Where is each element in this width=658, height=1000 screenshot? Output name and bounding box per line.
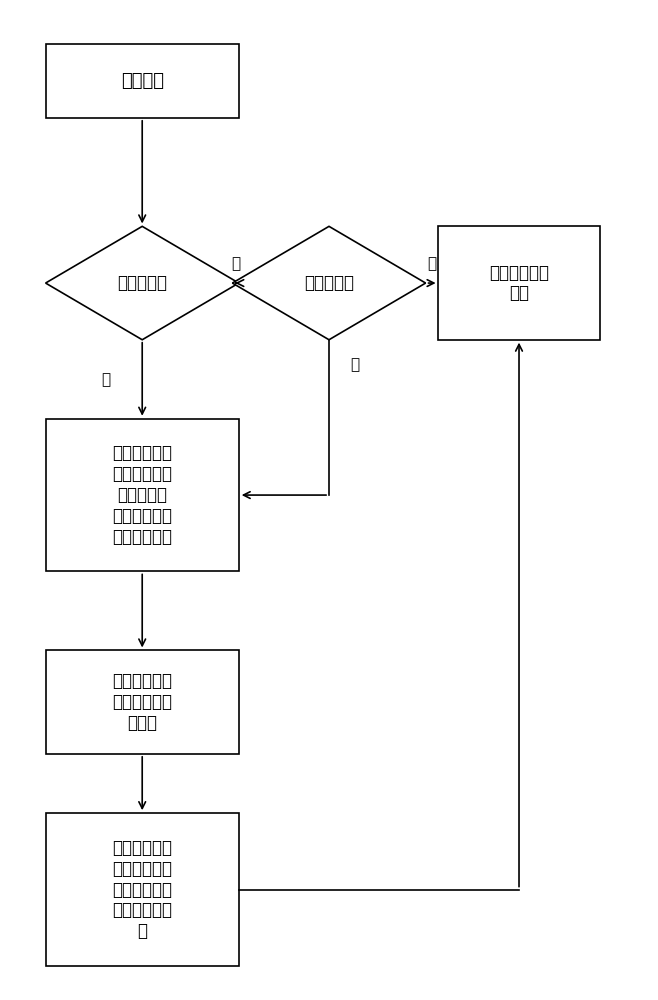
Text: 是: 是: [101, 372, 110, 387]
Text: 计算用户视线
落点模型，保
存模型: 计算用户视线 落点模型，保 存模型: [113, 672, 172, 732]
FancyBboxPatch shape: [45, 419, 239, 571]
FancyBboxPatch shape: [45, 813, 239, 966]
FancyBboxPatch shape: [45, 44, 239, 118]
Text: 首次使用？: 首次使用？: [117, 274, 167, 292]
FancyBboxPatch shape: [45, 650, 239, 754]
Text: 取景器信息显
示区显示提醒
校准成功信息
并过数秒后消
失: 取景器信息显 示区显示提醒 校准成功信息 并过数秒后消 失: [113, 839, 172, 940]
FancyBboxPatch shape: [438, 226, 599, 340]
Text: 取景器取景区
显示若干个准
星，轮番高
亮，让用户瞄
准并记录信息: 取景器取景区 显示若干个准 星，轮番高 亮，让用户瞄 准并记录信息: [113, 444, 172, 546]
Text: 是: 是: [350, 357, 359, 372]
Polygon shape: [232, 226, 426, 340]
Text: 需要校准？: 需要校准？: [304, 274, 354, 292]
Polygon shape: [45, 226, 239, 340]
Text: 否: 否: [428, 256, 437, 271]
Text: 进入正常使用
阶段: 进入正常使用 阶段: [489, 264, 549, 302]
Text: 虹膜检测: 虹膜检测: [120, 72, 164, 90]
Text: 否: 否: [231, 256, 240, 271]
